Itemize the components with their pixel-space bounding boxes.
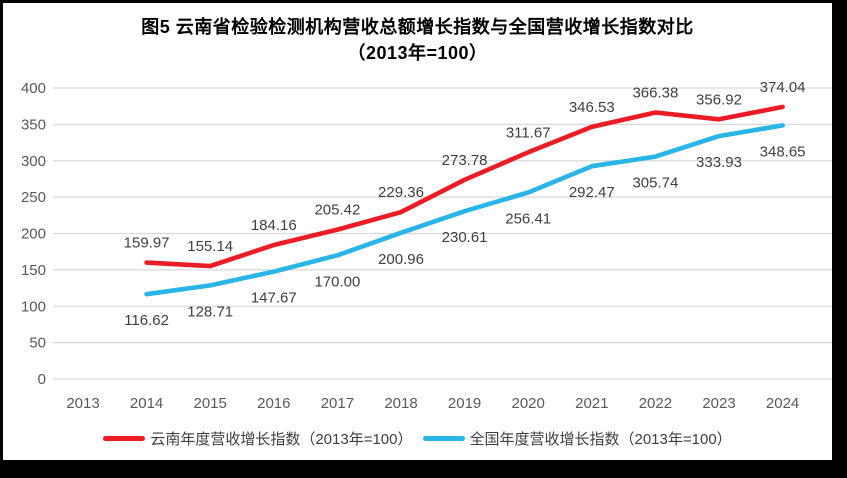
yunnan-data-label: 184.16 <box>251 217 297 234</box>
national-data-label: 200.96 <box>378 251 424 268</box>
national-data-labels: 116.62 128.71 147.67 170.00 200.96 230.61 256.… <box>124 143 805 329</box>
svg-text:2015: 2015 <box>194 395 227 412</box>
svg-text:50: 50 <box>29 335 46 352</box>
svg-text:0: 0 <box>38 371 46 388</box>
chart-title-line2: （2013年=100） <box>347 43 488 63</box>
svg-text:350: 350 <box>21 116 46 133</box>
yunnan-data-labels: 159.97 155.14 184.16 205.42 229.36 273.78 311.… <box>124 79 806 255</box>
legend-label-yunnan: 云南年度营收增长指数（2013年=100） <box>150 431 413 448</box>
yunnan-data-label: 155.14 <box>187 238 233 255</box>
national-series-line <box>144 123 785 297</box>
x-axis-labels: 2013 2014 2015 2016 2017 2018 2019 2020 2021 2022… <box>66 395 799 412</box>
svg-text:2014: 2014 <box>130 395 163 412</box>
national-data-label: 230.61 <box>442 229 488 246</box>
svg-text:400: 400 <box>21 80 46 97</box>
national-data-label: 128.71 <box>187 303 233 320</box>
national-data-label: 116.62 <box>124 312 169 329</box>
national-data-label: 256.41 <box>505 210 551 227</box>
national-data-label: 147.67 <box>251 290 297 307</box>
y-axis-labels: 0 50 100 150 200 250 300 350 400 <box>21 80 46 388</box>
yunnan-data-label: 273.78 <box>442 152 488 169</box>
yunnan-data-label: 366.38 <box>632 84 678 101</box>
legend-label-national: 全国年度营收增长指数（2013年=100） <box>469 431 732 448</box>
yunnan-line-swatch <box>103 436 146 441</box>
svg-text:300: 300 <box>21 153 46 170</box>
svg-text:150: 150 <box>21 262 46 279</box>
legend: 云南年度营收增长指数（2013年=100） 全国年度营收增长指数（2013年=1… <box>3 428 832 449</box>
svg-text:2024: 2024 <box>766 395 799 412</box>
gridlines <box>53 87 832 380</box>
yunnan-data-label: 374.04 <box>760 79 806 96</box>
yunnan-data-label: 346.53 <box>569 99 615 116</box>
chart-title-line1: 图5 云南省检验检测机构营收总额增长指数与全国营收增长指数对比 <box>141 17 694 37</box>
svg-text:2020: 2020 <box>512 395 545 412</box>
svg-text:2013: 2013 <box>66 395 99 412</box>
svg-text:2023: 2023 <box>702 395 735 412</box>
yunnan-data-label: 229.36 <box>378 184 424 201</box>
national-data-label: 292.47 <box>569 184 615 201</box>
legend-item-national: 全国年度营收增长指数（2013年=100） <box>422 428 732 449</box>
national-data-label: 305.74 <box>632 175 678 192</box>
chart-plot-background <box>3 3 832 460</box>
chart-title: 图5 云南省检验检测机构营收总额增长指数与全国营收增长指数对比 （2013年=1… <box>3 14 832 66</box>
svg-text:250: 250 <box>21 189 46 206</box>
svg-text:2022: 2022 <box>639 395 672 412</box>
svg-text:200: 200 <box>21 226 46 243</box>
national-line-swatch <box>422 436 465 441</box>
yunnan-data-label: 205.42 <box>314 202 360 219</box>
national-data-label: 348.65 <box>760 143 806 160</box>
svg-text:2019: 2019 <box>448 395 481 412</box>
national-data-label: 333.93 <box>696 154 742 171</box>
svg-text:2016: 2016 <box>257 395 290 412</box>
yunnan-data-label: 159.97 <box>124 235 170 252</box>
legend-item-yunnan: 云南年度营收增长指数（2013年=100） <box>103 428 413 449</box>
yunnan-data-label: 356.92 <box>696 91 742 108</box>
national-data-label: 170.00 <box>314 273 360 290</box>
svg-text:2017: 2017 <box>321 395 354 412</box>
yunnan-data-label: 311.67 <box>506 124 551 141</box>
svg-text:100: 100 <box>21 298 46 315</box>
svg-text:2021: 2021 <box>575 395 608 412</box>
yunnan-series-line <box>144 104 785 269</box>
svg-text:2018: 2018 <box>384 395 417 412</box>
